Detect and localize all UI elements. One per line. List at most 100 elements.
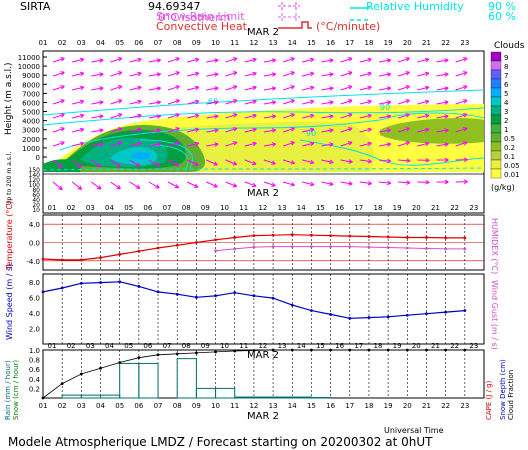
x-tick-label: 08 [173,402,182,410]
wind-arrow [225,141,238,147]
wind-arrow [71,159,82,168]
wind-arrow [52,113,65,119]
wind-arrow [340,113,353,119]
wind-arrow [340,181,353,185]
wind-arrow-head [386,86,392,91]
x-tick-label: 20 [403,402,412,410]
x-tick-label: 21 [422,402,431,410]
colorbar-label: 0.5 [504,135,515,143]
y-tick-label-low: 100 [29,182,41,189]
wind-arrow-head [156,128,161,133]
x-tick-label: 01 [48,204,57,212]
wind-arrow [397,71,410,77]
wind-arrow-head [137,71,142,77]
wind-arrow [244,86,257,91]
wind-arrow-head [463,179,468,184]
x-tick-label: 13 [269,39,278,47]
wind-arrow [129,86,142,91]
xaxis-label: Universal Time [384,426,444,435]
wind-arrow-head [444,157,449,163]
wind-arrow [302,100,315,105]
y-tick-label-low: 60 [32,192,40,199]
wind-arrow [129,159,141,167]
wind-arrow-head [405,141,410,146]
wind-arrow [436,59,449,63]
temperature-lines [41,233,467,262]
wind-arrow [321,115,334,119]
wind-arrow-head [137,127,142,133]
wind-arrow-head [463,57,468,62]
wind-arrow [91,129,104,133]
wind-arrow [52,57,65,63]
x-tick-label: 06 [134,402,143,410]
wind-arrow [455,85,468,91]
x-tick-label: 04 [96,39,105,47]
colorbar-label: 0.01 [504,171,520,179]
wind-arrow [398,181,411,184]
wind-arrow [378,59,391,63]
wind-arrow [397,57,410,63]
wind-arrow [206,101,219,105]
wind-arrow [263,181,276,187]
wind-arrow [263,59,276,63]
wind-arrow [417,114,430,119]
wind-arrow-head [406,158,411,163]
wind-arrow-head [77,163,83,168]
rain-bar [138,362,159,399]
wind-arrow-head [444,142,449,147]
wind-arrow-head [79,127,85,133]
wind-arrow-head [232,99,238,104]
wind-arrow-head [424,141,430,147]
y-tick-label: 6.0 [29,294,40,302]
colorbar-cell [490,141,502,152]
temperature-line [42,234,465,261]
colorbar-cell [490,159,502,170]
precipitation-panel: 1.0 0.80.6 0.40.2 01 02 03 04 05 06 07 08 09 10 11 12… [4,342,515,435]
x-tick-label: 19 [384,402,393,410]
wind-arrow [282,57,295,63]
y-tick-label: 4.0 [29,310,40,318]
humidex-point [463,247,467,251]
gust-ylabel: Wind Gust (m / s) [490,280,499,350]
wind-arrow [52,85,65,91]
wind-arrow-head [175,85,180,90]
y-tick-label-low: 80 [32,187,40,194]
wind-arrow-head [444,58,449,63]
wind-arrow-head [290,141,295,146]
x-tick-label: 20 [412,342,421,350]
wind-arrow-head [348,181,353,186]
wind-speed-point [463,309,467,312]
wind-arrow-head [117,141,123,146]
wind-arrow-head [117,127,123,132]
wind-arrow-head [252,57,257,63]
cloud-ylabel: Height (m a.s.l.) [4,62,14,135]
x-tick-label: 12 [258,204,267,212]
cape-line [42,349,465,399]
wind-arrow-head [99,86,104,91]
wind-arrow [340,99,353,105]
wind-arrow-head [117,85,123,90]
x-tick-label: 05 [115,39,124,47]
precipitation-bars [61,358,332,399]
x-tick-label: 17 [345,39,354,47]
wind-arrow [167,127,180,133]
wind-arrow [72,128,84,133]
x-tick-label: 02 [67,342,76,350]
legend-rh-90: 90 % [488,0,516,13]
wind-arrow-head [271,58,277,63]
x-tick-label: 17 [354,342,363,350]
legend-convective: Convective Heat [156,20,248,33]
wind-arrow [129,142,142,147]
wind-arrow [52,181,63,191]
wind-arrow-head [290,57,295,62]
x-tick-label: 11 [239,342,248,350]
wind-arrows [52,57,468,191]
wind-arrow [378,115,391,119]
humidex-line [215,246,465,252]
wind-arrow [359,114,372,119]
x-tick-label: 23 [469,204,478,212]
wind-arrow-head [444,100,449,105]
legend-rh-60: 60 % [488,10,516,23]
wind-arrow-head [309,85,315,91]
